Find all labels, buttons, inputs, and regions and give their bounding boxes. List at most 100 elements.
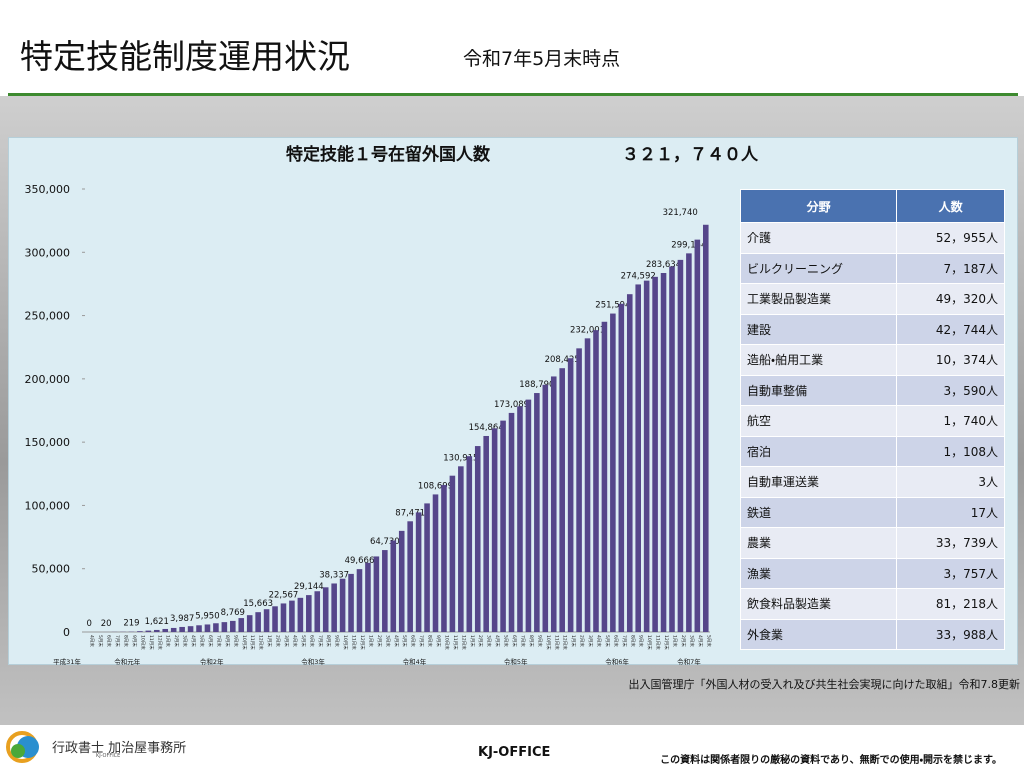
header-rule [8,93,1018,96]
data-label: 5,950 [195,611,219,621]
data-label: 219 [123,619,139,629]
bar [221,622,228,632]
table-cell: 介護 [739,222,898,254]
x-tick-label: 9月末 [638,635,645,647]
data-label: 251,594 [595,301,630,311]
bar [643,280,650,632]
x-tick-label: 4月末 [697,635,704,647]
x-tick-label: 4月末 [393,635,400,647]
x-tick-label: 6月末 [106,635,113,647]
x-tick-label: 7月末 [317,635,324,647]
x-tick-label: 11月末 [249,635,256,650]
x-tick-label: 1月末 [469,635,476,647]
data-label: 22,567 [269,590,299,600]
x-tick-label: 6月末 [511,635,518,647]
bar [660,273,667,632]
table-header-cell: 人数 [896,189,1005,223]
table-cell: 工業製品製造業 [739,283,898,315]
bar [576,348,582,632]
x-tick-label: 12月末 [663,635,670,650]
bar [137,631,143,632]
x-tick-label: 3月末 [283,635,290,647]
bar [145,630,152,632]
table-row: 航空 1，740人 [739,405,1005,437]
group-label: 令和3年 [301,657,325,666]
table-cell: 宿泊 [739,435,898,467]
bar [593,330,599,632]
bar [348,573,354,632]
bar [398,530,405,632]
x-tick-label: 8月末 [427,635,434,647]
x-tick-label: 8月末 [629,635,636,647]
bar [356,569,363,632]
x-tick-label: 9月末 [131,635,138,647]
group-label: 平成31年 [53,657,81,666]
bar [204,624,211,632]
table-row: 漁業 3，757人 [739,557,1005,589]
logo-text: 行政書士 加治屋事務所 [52,741,187,756]
bar [584,338,591,632]
x-tick-label: 5月末 [604,635,611,647]
bar [289,600,295,632]
chart-total: ３２１，７４０人 [622,145,759,165]
bar [635,284,641,632]
x-tick-label: 1月末 [671,635,678,647]
x-tick-label: 10月末 [139,635,146,650]
bar [441,485,447,632]
table-row: ビルクリーニング 7，187人 [739,252,1005,284]
bar [255,612,261,632]
x-tick-label: 7月末 [621,635,628,647]
x-tick-label: 11月末 [553,635,560,650]
table-cell: 鉄道 [739,496,898,528]
x-tick-label: 4月末 [89,635,96,647]
data-label: 64,730 [370,537,400,547]
data-label: 49,666 [345,556,375,566]
logo-mark [6,731,39,763]
x-tick-label: 1月末 [570,635,577,647]
x-tick-label: 2月末 [173,635,180,647]
bar [280,603,287,632]
table-row: 飲食料品製造業 81，218人 [739,588,1005,620]
page-title: 特定技能制度運用状況 [20,37,350,76]
table-cell: 3，757人 [896,557,1005,589]
data-label: 130,915 [443,453,478,463]
x-tick-label: 2月末 [680,635,687,647]
bar [339,578,346,632]
x-tick-label: 2月末 [376,635,383,647]
bar [525,399,532,632]
x-tick-label: 8月末 [528,635,535,647]
bar [626,294,633,632]
x-tick-label: 8月末 [123,635,130,647]
bar [272,606,278,632]
table-row: 外食業 33，988人 [739,618,1005,650]
table-cell: 農業 [739,527,898,559]
bar [382,550,388,632]
bar [652,276,658,632]
table-cell: 自動車運送業 [739,466,898,498]
table-cell: 造船・舶用工業 [739,344,898,376]
bar [162,628,169,632]
bar [314,591,321,632]
table-cell: 17人 [896,496,1005,528]
x-tick-label: 3月末 [587,635,594,647]
bar [432,494,439,632]
footer-center: KJ-OFFICE [478,745,551,760]
table-cell: 81，218人 [896,588,1005,620]
table-cell: 建設 [739,313,898,345]
x-tick-label: 11月末 [655,635,662,650]
data-label: 0 [87,619,92,629]
table-row: 農業 33，739人 [739,527,1005,559]
bar [365,562,371,632]
bar [610,313,616,632]
data-label: 3,987 [170,614,194,624]
table-cell: 飲食料品製造業 [739,588,898,620]
x-tick-label: 12月末 [359,635,366,650]
bar [373,556,380,632]
data-label: 173,089 [494,400,529,410]
x-tick-label: 5月末 [300,635,307,647]
data-label: 321,740 [663,208,698,218]
bar [246,615,253,632]
data-label: 108,699 [418,481,453,491]
table-cell: 漁業 [739,557,898,589]
